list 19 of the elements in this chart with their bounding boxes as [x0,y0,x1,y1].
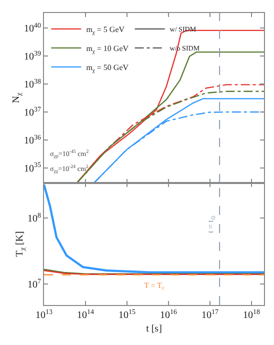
x-tick-label: 10$^{14}$ [77,308,94,321]
y-tick-label: 10$^{36}$ [24,133,42,146]
legend-label: m$_{χ}$ = 10 GeV [86,44,129,55]
y-tick-label: 10$^{35}$ [24,161,42,174]
x-tick-label: 10$^{18}$ [243,308,261,321]
x-tick-label: 10$^{15}$ [118,308,136,321]
y-tick-label: 10$^{37}$ [24,105,42,119]
y-tick-label: 10$^{39}$ [24,49,42,63]
y-tick-label: 10$^{7}$ [28,277,42,290]
x-tick-label: 10$^{13}$ [36,308,53,321]
x-tick-label: 10$^{16}$ [160,308,178,321]
legend-label: m$_{χ}$ = 50 GeV [86,63,129,74]
y-tick-label: 10$^{38}$ [24,77,42,91]
ref-line-label: T = T$_{c}$ [144,281,165,292]
x-axis-title: t [s] [146,324,162,334]
legend-label: m$_{χ}$ = 5 GeV [86,25,125,36]
y-tick-label: 10$^{8}$ [28,211,42,225]
x-tick-label: 10$^{17}$ [202,308,220,321]
y-tick-label: 10$^{40}$ [24,22,42,35]
